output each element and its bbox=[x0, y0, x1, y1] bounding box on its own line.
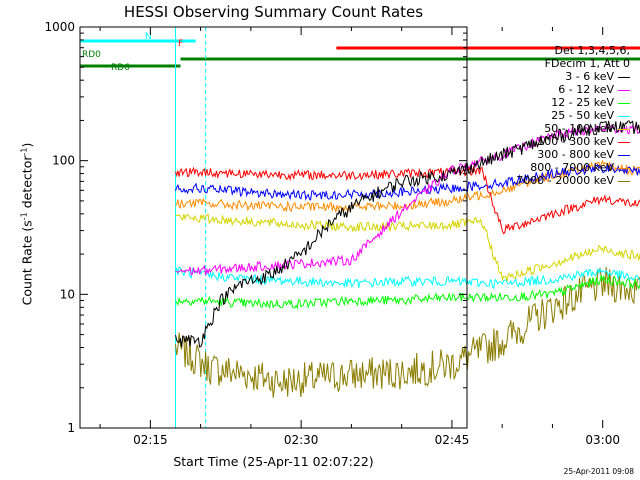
legend-entry-12-25-kev: 12 - 25 keV bbox=[516, 96, 630, 109]
series-3-6-kev bbox=[175, 120, 640, 348]
legend-swatch bbox=[618, 167, 630, 169]
series-50-100-kev bbox=[175, 213, 640, 282]
legend-entry-100-300-kev: 100 - 300 keV bbox=[516, 135, 630, 148]
x-tick-label-0: 02:15 bbox=[133, 433, 168, 447]
legend-header-decimation: FDecim 1, Att 0 bbox=[544, 57, 630, 70]
legend-entry-50-100-kev: 50 - 100 keV bbox=[516, 122, 630, 135]
data-series bbox=[175, 120, 640, 398]
bar-label-rd0: RD0 bbox=[82, 50, 101, 60]
legend-entry-label: 50 - 100 keV bbox=[544, 122, 614, 135]
legend-swatch bbox=[618, 141, 630, 143]
legend-swatch bbox=[618, 180, 630, 182]
chart-legend: Det 1,3,4,5,6, FDecim 1, Att 0 3 - 6 keV… bbox=[516, 44, 630, 187]
legend-swatch bbox=[618, 76, 630, 78]
series-7000-20000-kev bbox=[175, 267, 640, 398]
legend-entry-label: 300 - 800 keV bbox=[537, 148, 614, 161]
series-12-25-kev bbox=[175, 274, 640, 310]
observing-bars: N F RD0 RD6 bbox=[80, 32, 640, 73]
y-tick-label-1: 10 bbox=[60, 287, 75, 301]
legend-entry-label: 100 - 300 keV bbox=[537, 135, 614, 148]
legend-swatch bbox=[618, 89, 630, 91]
y-tick-label-0: 1 bbox=[67, 421, 75, 435]
legend-entry-7000-20000-kev: 7000 - 20000 keV bbox=[516, 174, 630, 187]
series-100-300-kev bbox=[175, 164, 640, 235]
series-300-800-kev bbox=[175, 163, 640, 201]
series-800-7000-kev bbox=[175, 159, 640, 214]
legend-entry-6-12-kev: 6 - 12 keV bbox=[516, 83, 630, 96]
y-tick-label-3: 1000 bbox=[44, 20, 75, 34]
legend-entry-25-50-kev: 25 - 50 keV bbox=[516, 109, 630, 122]
chart-title: HESSI Observing Summary Count Rates bbox=[123, 3, 424, 21]
legend-swatch bbox=[618, 102, 630, 104]
legend-header-detectors: Det 1,3,4,5,6, bbox=[554, 44, 630, 57]
legend-entry-3-6-kev: 3 - 6 keV bbox=[516, 70, 630, 83]
legend-entry-300-800-kev: 300 - 800 keV bbox=[516, 148, 630, 161]
bar-label-rd6: RD6 bbox=[111, 63, 130, 73]
y-axis-label: Count Rate (s-1 detector-1) bbox=[19, 142, 35, 306]
bar-label-n: N bbox=[145, 32, 152, 42]
legend-entry-label: 25 - 50 keV bbox=[551, 109, 614, 122]
legend-swatch bbox=[618, 115, 630, 117]
generation-timestamp: 25-Apr-2011 09:08 bbox=[563, 467, 634, 476]
y-tick-label-2: 100 bbox=[52, 154, 75, 168]
x-tick-label-2: 02:45 bbox=[435, 433, 470, 447]
legend-entry-label: 6 - 12 keV bbox=[558, 83, 614, 96]
x-axis-label: Start Time (25-Apr-11 02:07:22) bbox=[173, 454, 374, 469]
legend-entry-label: 800 - 7000 keV bbox=[530, 161, 614, 174]
plot-frame bbox=[79, 26, 468, 429]
legend-swatch bbox=[618, 128, 630, 130]
legend-entry-label: 3 - 6 keV bbox=[565, 70, 614, 83]
x-tick-label-3: 03:00 bbox=[585, 433, 620, 447]
plot-axes: 02:1502:3002:4503:0003:1503:3003:4511010… bbox=[44, 20, 620, 447]
x-tick-label-1: 02:30 bbox=[284, 433, 319, 447]
legend-swatch bbox=[618, 154, 630, 156]
legend-entry-label: 12 - 25 keV bbox=[551, 96, 614, 109]
legend-entries: 3 - 6 keV 6 - 12 keV 12 - 25 keV 25 - 50 ke… bbox=[516, 70, 630, 187]
legend-entry-label: 7000 - 20000 keV bbox=[516, 174, 614, 187]
series-25-50-kev bbox=[175, 266, 640, 289]
series-6-12-kev bbox=[175, 123, 640, 276]
bar-label-f: F bbox=[178, 39, 183, 49]
legend-entry-800-7000-kev: 800 - 7000 keV bbox=[516, 161, 630, 174]
